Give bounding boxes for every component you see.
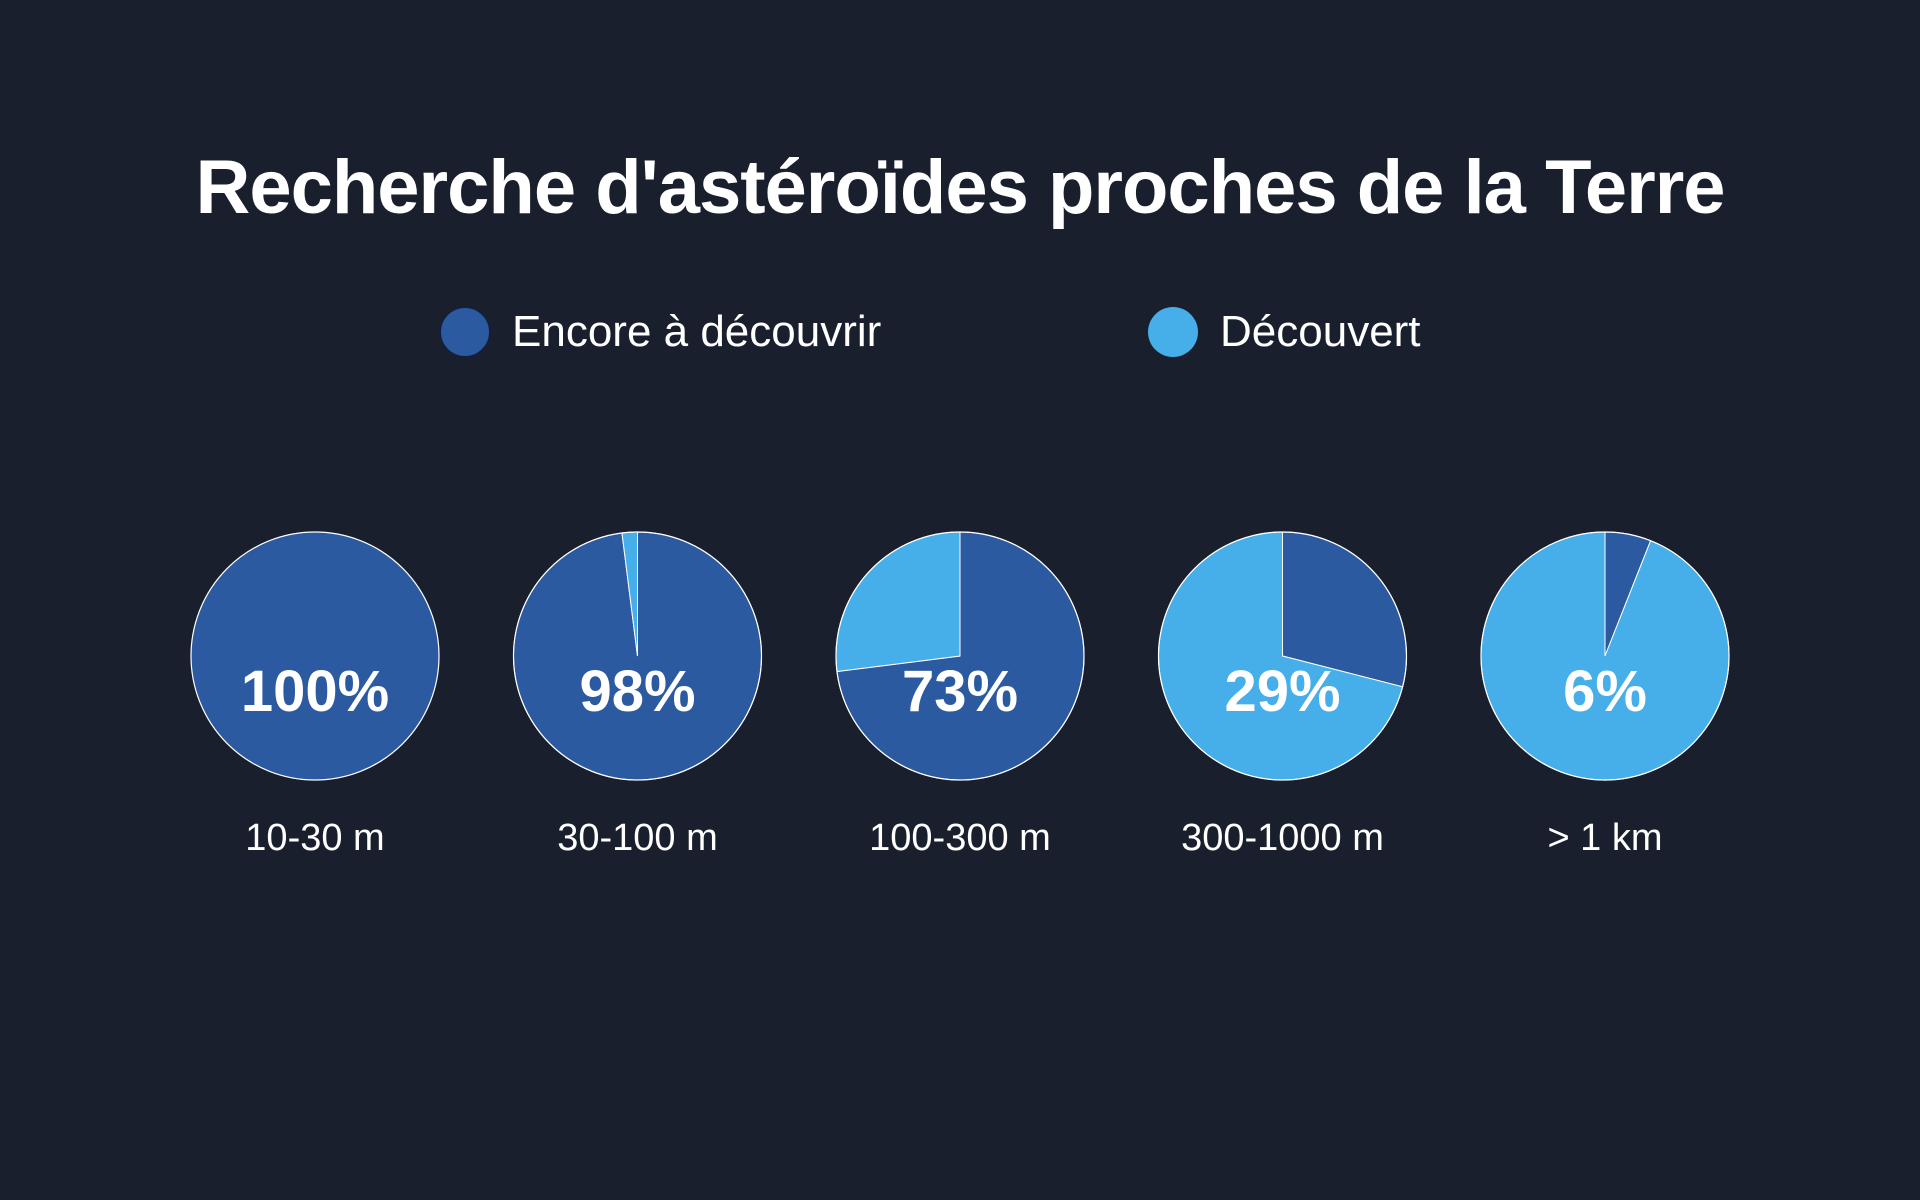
pie-category-label: 30-100 m bbox=[557, 817, 718, 859]
legend-swatch-discovered bbox=[1148, 307, 1198, 357]
legend-item-undiscovered: Encore à découvrir bbox=[440, 306, 881, 358]
legend-label-undiscovered: Encore à découvrir bbox=[512, 307, 882, 356]
chart-title: Recherche d'astéroïdes proches de la Ter… bbox=[195, 145, 1725, 230]
pie-outline bbox=[1480, 531, 1730, 781]
pie-category-label: 100-300 m bbox=[869, 817, 1051, 859]
pie-2: 98% 30-100 m bbox=[512, 531, 763, 859]
pie-category-label: 300-1000 m bbox=[1181, 817, 1384, 859]
pie-outline bbox=[190, 531, 440, 781]
pie-outline bbox=[512, 531, 763, 781]
pie-percent-label: 29% bbox=[1224, 659, 1340, 724]
pie-4: 29% 300-1000 m bbox=[1157, 531, 1408, 859]
legend-label-discovered: Découvert bbox=[1220, 307, 1421, 356]
legend-swatch-undiscovered bbox=[440, 307, 490, 357]
slice-discovered bbox=[835, 531, 961, 673]
pie-category-label: 10-30 m bbox=[245, 817, 384, 859]
pie-outline bbox=[835, 531, 1085, 781]
pie-percent-label: 98% bbox=[579, 659, 695, 724]
pie-category-label: > 1 km bbox=[1547, 817, 1662, 859]
pie-outline bbox=[1157, 531, 1408, 781]
pie-3: 73% 100-300 m bbox=[835, 531, 1085, 859]
pie-1: 100% 10-30 m bbox=[190, 531, 440, 859]
legend-item-discovered: Découvert bbox=[1148, 306, 1421, 358]
pie-percent-label: 6% bbox=[1563, 659, 1647, 724]
pie-percent-label: 100% bbox=[241, 659, 389, 724]
slice-discovered bbox=[1480, 531, 1730, 781]
slice-undiscovered bbox=[191, 532, 439, 780]
pie-percent-label: 73% bbox=[902, 659, 1018, 724]
pie-5: 6% > 1 km bbox=[1480, 531, 1730, 859]
